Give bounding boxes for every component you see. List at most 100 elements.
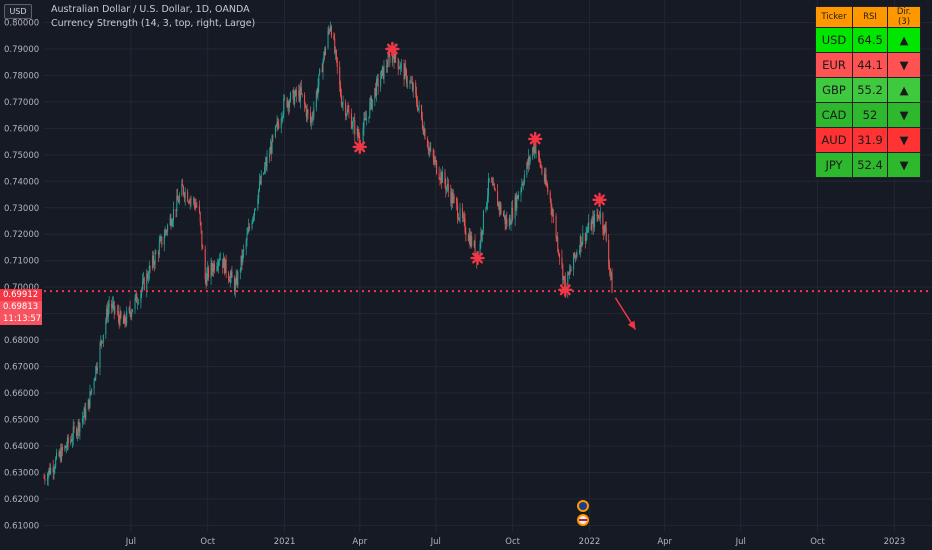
candle-body [158,242,160,255]
candle-body [66,447,68,448]
candle-body [552,215,554,216]
economic-events[interactable] [577,500,589,526]
candle-body [161,236,163,245]
candle-body [274,126,276,137]
candle-body [281,118,283,119]
candle-body [365,118,367,121]
candle-body [240,255,242,271]
candle-body [47,473,49,480]
header-ticker: Ticker [815,6,853,28]
candle-body [339,66,341,85]
pivot-markers [352,41,607,298]
time-axis[interactable]: Jul Oct 2021 Apr Jul Oct 2022 Apr Jul Oct 2023 [125,537,905,547]
candle-body [418,105,420,108]
candle-body [456,198,458,205]
candle-body [377,78,379,88]
time-tick-label: 2023 [884,537,906,547]
candle-body [260,174,262,184]
candle-body [487,178,489,196]
direction-cell: ▼ [887,127,921,153]
candle-body [422,128,424,134]
candle-body [113,301,115,312]
table-row: GBP 55.2 ▲ [815,77,921,103]
marker-stroke [529,133,541,145]
candle-body [522,184,524,185]
candle-body [327,30,329,48]
time-tick-label: 2022 [579,537,601,547]
candle-body [335,50,337,58]
candle-body [576,253,578,257]
candle-body [409,81,411,83]
candle-body [567,272,569,294]
candle-body [469,234,471,247]
candle-body [243,248,245,252]
candle-body [316,91,318,95]
symbol-title: Australian Dollar / U.S. Dollar, 1D, OAN… [51,4,250,15]
candle-body [506,219,508,227]
candle-body [175,209,177,211]
candle-body [58,452,60,456]
candle-body [383,65,385,79]
candle-body [112,303,114,309]
candle-body [71,439,73,442]
candle-body [164,230,166,237]
direction-cell: ▲ [887,27,921,53]
price-tick-label: 0.77000 [4,98,39,108]
candle-body [265,162,267,167]
price-axis[interactable]: 0.61000 0.62000 0.63000 0.64000 0.65000 0.660… [4,18,39,531]
currency-badge[interactable]: USD [4,4,32,19]
candle-body [342,102,344,104]
candle-body [401,63,403,65]
candle-body [263,172,265,175]
candle-body [365,118,367,121]
candle-body [157,253,159,255]
candle-body [277,121,279,125]
candle-body [322,60,324,73]
candle-body [494,188,496,192]
candle-body [432,149,434,158]
candle-body [242,251,244,263]
candle-body [421,105,423,119]
candle-body [611,273,613,293]
candle-body [587,229,589,232]
candle-body [66,437,68,448]
candle-body [575,255,577,257]
candle-body [278,124,280,129]
rsi-cell: 55.2 [852,77,888,103]
candlestick-series [43,21,613,486]
candle-body [309,112,311,123]
candle-body [67,437,69,444]
candle-body [581,242,583,247]
candle-body [165,230,167,232]
candle-body [515,196,517,209]
candle-body [114,310,116,312]
candle-body [147,278,149,280]
indicator-title[interactable]: Currency Strength (14, 3, top, right, La… [51,18,256,29]
candle-body [106,308,108,321]
candle-body [346,109,348,115]
candle-body [82,416,84,419]
candle-body [330,26,332,36]
candle-body [438,173,440,179]
candle-body [222,258,224,268]
candle-body [223,257,225,268]
candle-body [211,262,213,270]
candle-body [406,82,408,84]
pivot-low-marker [558,282,573,298]
candle-body [584,232,586,241]
ticker-cell: JPY [815,152,853,178]
candle-body [417,107,419,110]
candle-body [610,273,612,274]
candle-body [137,302,139,304]
candle-body [259,181,261,184]
candle-body [288,101,290,108]
candle-body [223,257,225,274]
price-tick-label: 0.72000 [4,230,39,240]
candle-body [249,226,251,229]
candle-body [543,172,545,182]
candle-body [44,477,46,481]
direction-cell: ▼ [887,52,921,78]
candle-body [119,311,121,326]
candle-body [481,232,483,236]
